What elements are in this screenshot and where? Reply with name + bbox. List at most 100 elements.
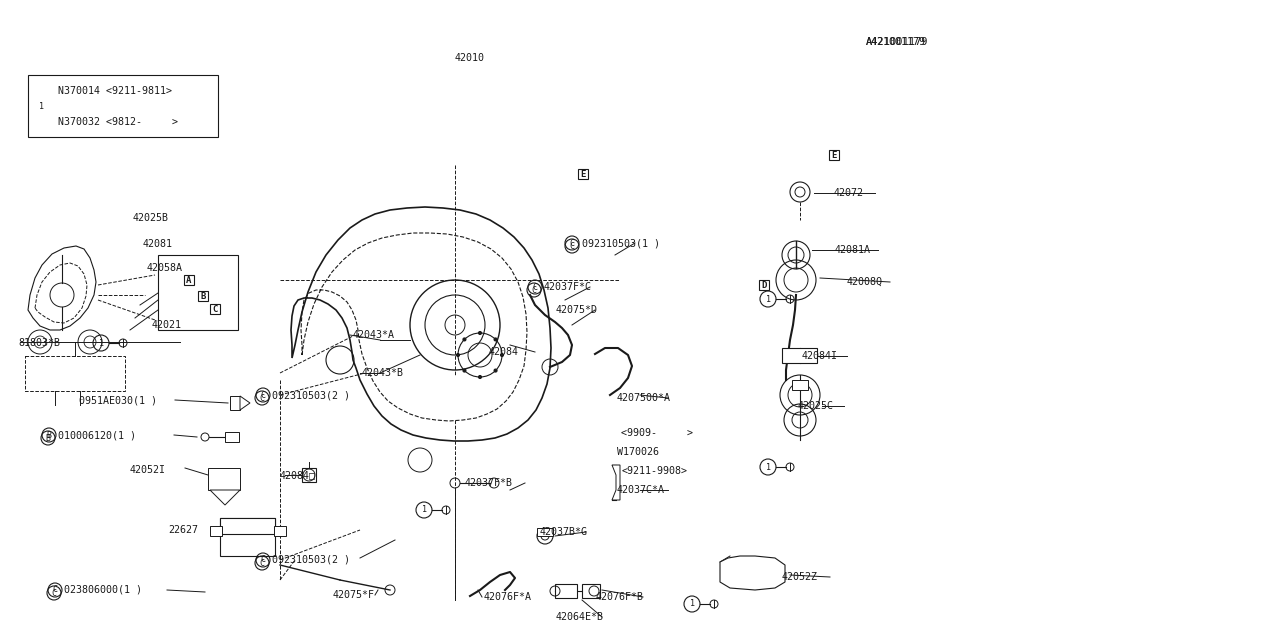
Text: 42037B*G: 42037B*G (540, 527, 588, 537)
Text: 092310503(1 ): 092310503(1 ) (582, 238, 660, 248)
Text: C: C (212, 305, 218, 314)
Text: 42076F*B: 42076F*B (596, 592, 644, 602)
Text: 1: 1 (765, 294, 771, 303)
Bar (230, 396, 241, 410)
Bar (28, 75, 218, 137)
Polygon shape (241, 396, 250, 410)
Text: 42052Z: 42052Z (782, 572, 818, 582)
Text: C: C (531, 285, 536, 294)
Bar (782, 348, 817, 363)
Text: <9211-9908>: <9211-9908> (622, 466, 689, 476)
Circle shape (457, 353, 460, 356)
Circle shape (494, 338, 497, 341)
Text: 42010: 42010 (454, 53, 485, 63)
Text: N370014 <9211-9811>: N370014 <9211-9811> (58, 86, 172, 95)
Bar (157, 255, 238, 330)
Text: 1: 1 (765, 463, 771, 472)
Text: 42008Q: 42008Q (847, 277, 883, 287)
Text: <9909-     >: <9909- > (621, 428, 692, 438)
Bar (198, 291, 209, 301)
Bar (184, 275, 195, 285)
Bar (210, 526, 221, 536)
Bar (792, 380, 808, 390)
Bar (302, 468, 316, 482)
Text: B: B (46, 433, 50, 442)
Text: 42043*B: 42043*B (362, 368, 404, 378)
Text: E: E (831, 150, 837, 159)
Text: C: C (532, 282, 538, 291)
Circle shape (479, 376, 481, 378)
Text: 42021: 42021 (152, 320, 182, 330)
Text: D: D (762, 280, 767, 289)
Text: 42037C*A: 42037C*A (617, 485, 666, 495)
Bar (759, 280, 769, 290)
Text: 1: 1 (99, 339, 104, 348)
Text: 023806000(1 ): 023806000(1 ) (64, 585, 142, 595)
Text: 092310503(2 ): 092310503(2 ) (273, 390, 349, 400)
Text: C: C (261, 556, 265, 564)
Text: C: C (260, 559, 265, 568)
Text: A: A (187, 275, 192, 285)
Bar (220, 518, 275, 534)
Text: 42075*F: 42075*F (333, 590, 375, 600)
Circle shape (494, 369, 497, 372)
Bar (26, 356, 125, 391)
Text: C: C (570, 241, 575, 250)
Text: 42037F*C: 42037F*C (544, 282, 593, 292)
Text: 0951AE030(1 ): 0951AE030(1 ) (79, 395, 157, 405)
Text: 42084: 42084 (489, 347, 518, 357)
Text: C: C (260, 394, 265, 403)
Text: C: C (51, 589, 56, 598)
Text: 42081A: 42081A (835, 245, 870, 255)
Text: 010006120(1 ): 010006120(1 ) (58, 430, 136, 440)
Bar (538, 528, 553, 536)
Text: 42064E*B: 42064E*B (556, 612, 604, 622)
Polygon shape (291, 207, 550, 441)
Text: 1: 1 (38, 102, 44, 111)
Text: B: B (200, 291, 206, 301)
Polygon shape (210, 490, 241, 505)
Text: C: C (261, 390, 265, 399)
Text: W170026: W170026 (617, 447, 659, 457)
Text: 42025B: 42025B (133, 213, 169, 223)
Text: 1: 1 (421, 506, 426, 515)
Text: 42043*A: 42043*A (353, 330, 396, 340)
Bar (225, 432, 239, 442)
Polygon shape (612, 465, 620, 500)
Text: A421001179: A421001179 (867, 37, 928, 47)
Circle shape (463, 369, 466, 372)
Text: 42025C: 42025C (797, 401, 835, 411)
Text: 4207500*A: 4207500*A (617, 393, 671, 403)
Text: A421001179: A421001179 (867, 37, 925, 47)
Bar (829, 150, 838, 160)
Text: C: C (570, 239, 575, 248)
Text: 42076F*A: 42076F*A (484, 592, 532, 602)
Text: 42072: 42072 (835, 188, 864, 198)
Polygon shape (28, 246, 96, 330)
Bar (579, 169, 588, 179)
Text: N370032 <9812-     >: N370032 <9812- > (58, 116, 178, 127)
Text: 81803*B: 81803*B (18, 338, 60, 348)
Text: E: E (580, 170, 586, 179)
Bar (220, 518, 275, 556)
Bar (556, 584, 577, 598)
Polygon shape (721, 556, 785, 590)
Text: 1: 1 (690, 600, 695, 609)
Circle shape (479, 332, 481, 335)
Text: C: C (52, 586, 58, 595)
Text: 42084I: 42084I (803, 351, 838, 361)
Text: 42081: 42081 (143, 239, 173, 249)
Text: 22627: 22627 (168, 525, 198, 535)
Circle shape (463, 338, 466, 341)
Bar (210, 304, 220, 314)
Text: 092310503(2 ): 092310503(2 ) (273, 555, 349, 565)
Text: 42058A: 42058A (147, 263, 183, 273)
Text: B: B (46, 431, 51, 440)
Bar (209, 468, 241, 490)
Text: 42037F*B: 42037F*B (465, 478, 513, 488)
Text: 42075*D: 42075*D (556, 305, 598, 315)
Bar (274, 526, 285, 536)
Circle shape (500, 353, 503, 356)
Text: 42052I: 42052I (131, 465, 166, 475)
Bar (582, 584, 600, 598)
